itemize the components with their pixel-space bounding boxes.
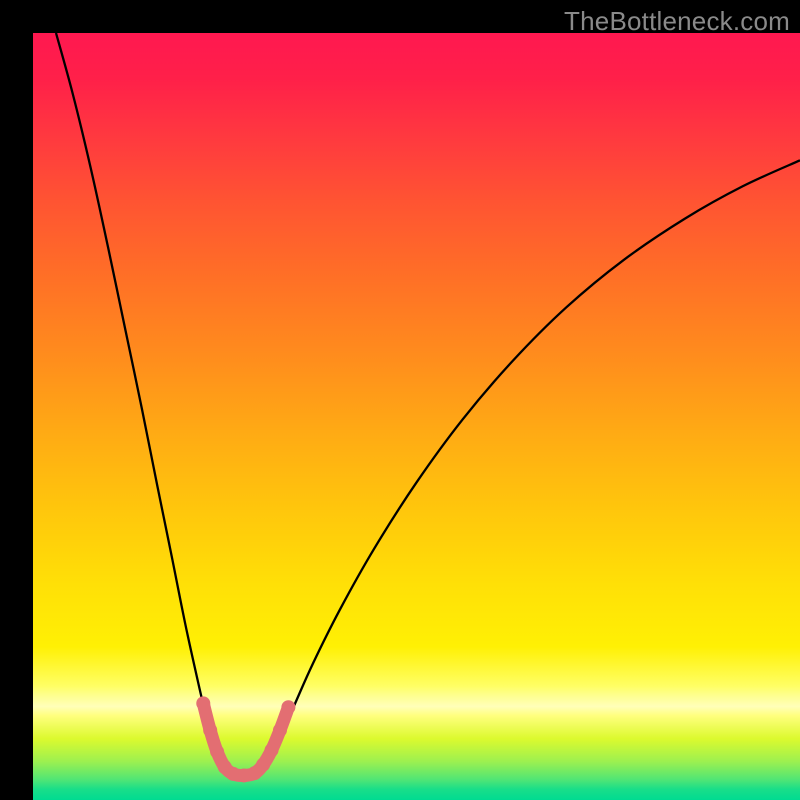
gradient-background [33,33,800,800]
trough-dot [203,723,217,737]
trough-dot [281,700,295,714]
trough-dot [273,723,287,737]
trough-dot [196,696,210,710]
trough-dot [210,745,224,759]
bottleneck-chart [33,33,800,800]
trough-dot [265,743,279,757]
trough-dot [256,758,270,772]
